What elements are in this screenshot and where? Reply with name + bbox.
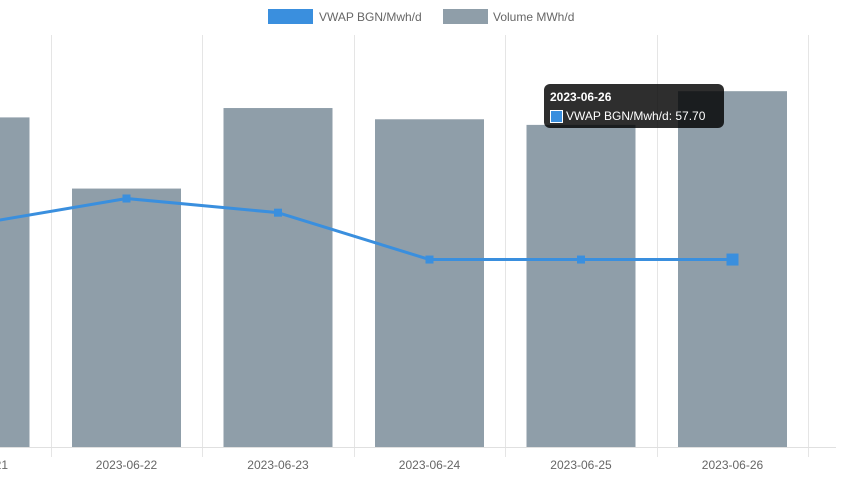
- x-tick-label: 2023-06-24: [399, 458, 461, 472]
- x-tick-label: 21: [0, 458, 8, 472]
- point-vwap[interactable]: [726, 253, 739, 266]
- point-vwap[interactable]: [274, 208, 282, 217]
- bar-volume[interactable]: [72, 188, 181, 447]
- legend-label-volume[interactable]: Volume MWh/d: [493, 10, 574, 24]
- chart-tooltip: 2023-06-26 VWAP BGN/Mwh/d: 57.70: [544, 84, 724, 128]
- tooltip-title: 2023-06-26: [550, 90, 612, 104]
- x-tick-label: 2023-06-26: [702, 458, 764, 472]
- bar-volume[interactable]: [223, 108, 333, 447]
- point-vwap[interactable]: [577, 255, 585, 264]
- tooltip-row: VWAP BGN/Mwh/d: 57.70: [550, 108, 718, 124]
- bar-volume[interactable]: [0, 117, 30, 448]
- legend-swatch-vwap[interactable]: [268, 9, 313, 24]
- point-vwap[interactable]: [122, 194, 131, 203]
- x-axis-ticks: 21 2023-06-22 2023-06-23 2023-06-24 2023-06-…: [0, 458, 764, 472]
- bar-series-volume: [0, 91, 787, 448]
- x-tick-label: 2023-06-23: [247, 458, 309, 472]
- line-series-vwap: [0, 194, 739, 266]
- legend[interactable]: VWAP BGN/Mwh/d Volume MWh/d: [268, 9, 574, 24]
- bar-volume[interactable]: [375, 119, 484, 447]
- legend-swatch-volume[interactable]: [443, 9, 488, 24]
- tooltip-swatch: [550, 109, 563, 123]
- x-tick-label: 2023-06-22: [96, 458, 158, 472]
- tooltip-label: VWAP BGN/Mwh/d: 57.70: [566, 109, 706, 123]
- x-tick-label: 2023-06-25: [550, 458, 612, 472]
- point-vwap[interactable]: [425, 255, 434, 264]
- bar-volume[interactable]: [678, 91, 787, 447]
- bar-volume[interactable]: [526, 124, 636, 448]
- legend-label-vwap[interactable]: VWAP BGN/Mwh/d: [319, 10, 422, 24]
- line-vwap: [0, 197, 733, 262]
